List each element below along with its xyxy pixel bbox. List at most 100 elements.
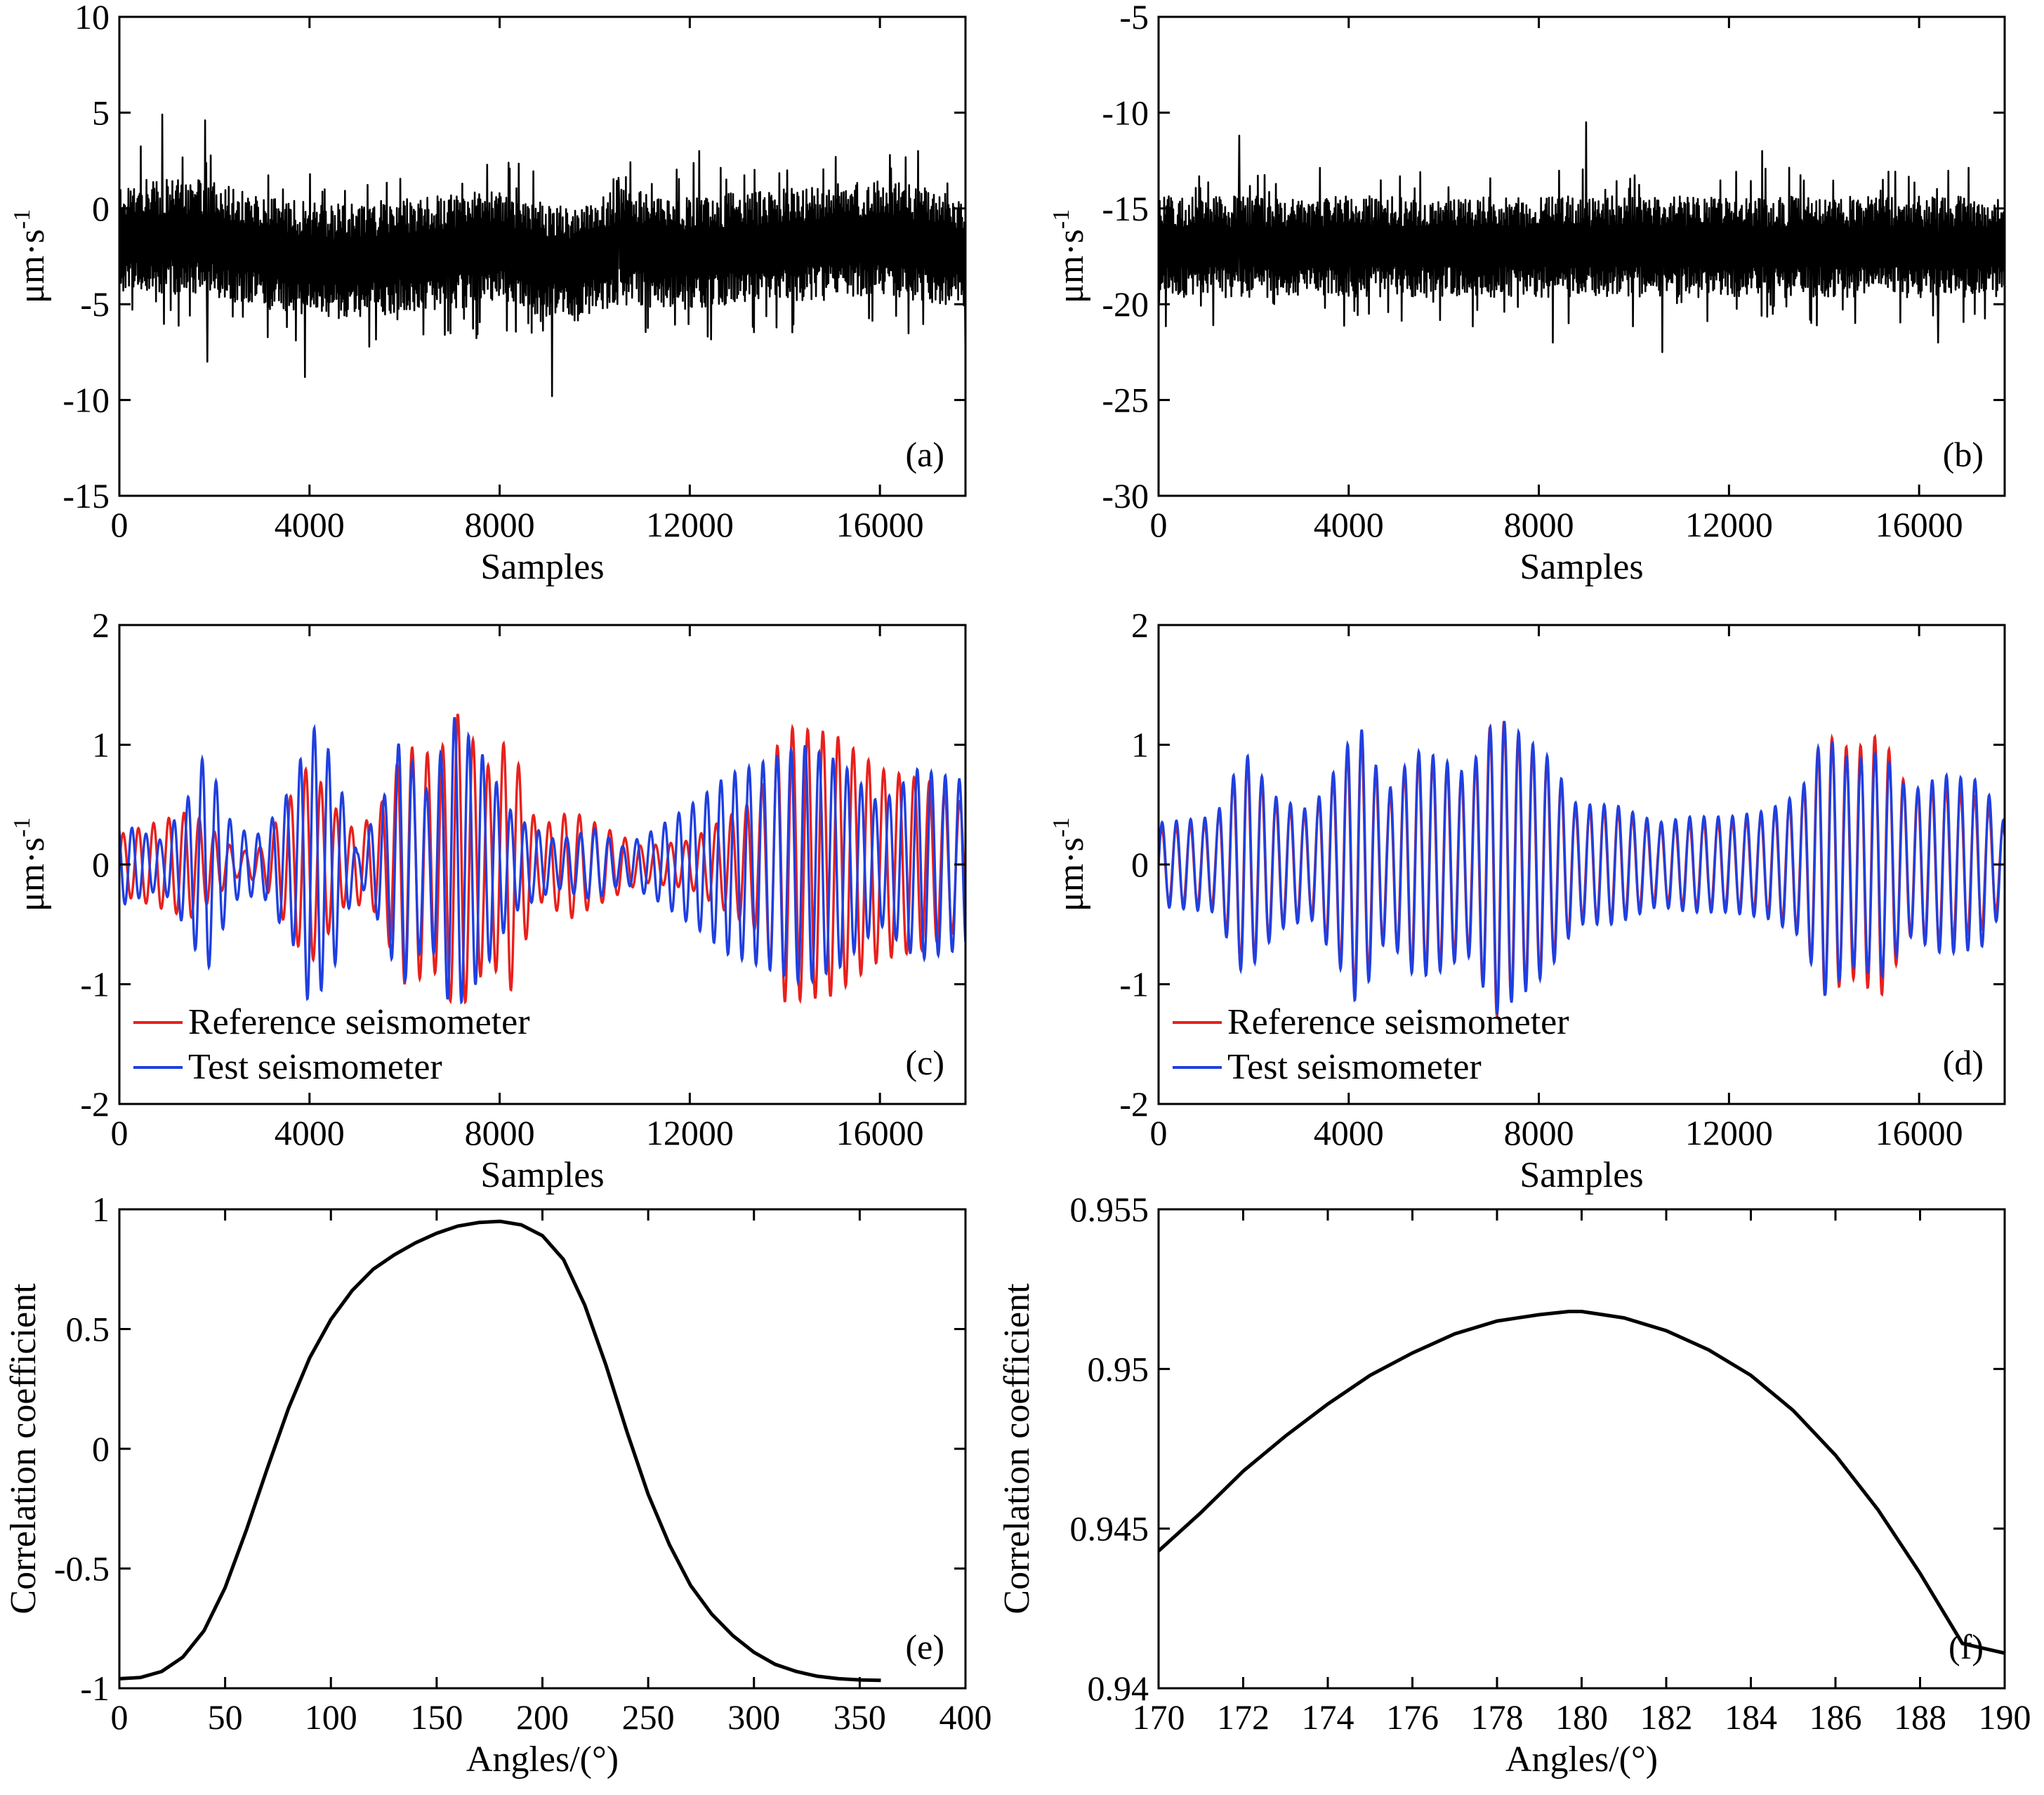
- y-tick-label: 0: [92, 845, 110, 884]
- x-tick-label: 0: [111, 1697, 128, 1737]
- y-axis-label-text: μm·s: [12, 229, 52, 303]
- y-tick-label: 0: [1131, 845, 1149, 884]
- y-tick-label: -2: [80, 1084, 110, 1124]
- chart-d: 0 4000 8000 12000 16000-2-1012Samplesμm·s-1(…: [1048, 605, 2006, 1195]
- y-axis-label-superscript: -1: [9, 209, 35, 229]
- legend-label-1: Test seismometer: [188, 1047, 442, 1087]
- y-axis-label: Correlation coefficient: [997, 1283, 1037, 1615]
- x-tick-label: 0: [1150, 1113, 1168, 1152]
- x-tick-label: 50: [208, 1697, 243, 1737]
- y-tick-label: 2: [92, 605, 110, 645]
- plot-frame-a: [118, 15, 967, 497]
- series-curve-e: [119, 1219, 881, 1683]
- x-axis-label: Samples: [480, 547, 604, 587]
- x-tick-label: 150: [410, 1697, 463, 1737]
- y-tick-label: -30: [1102, 476, 1149, 515]
- y-tick-label: -0.5: [54, 1549, 110, 1589]
- y-tick-label: 0: [92, 1429, 110, 1468]
- x-tick-label: 8000: [465, 1113, 535, 1152]
- x-tick-label: 16000: [1875, 505, 1963, 544]
- y-tick-label: -20: [1102, 284, 1149, 324]
- x-tick-label: 4000: [1314, 1113, 1384, 1152]
- chart-b: 0 4000 8000 12000 16000 -30 -25 -20 -15 -10 -5 Samp…: [1048, 0, 2006, 587]
- y-tick-label: -10: [1102, 93, 1149, 132]
- x-tick-label: 16000: [836, 505, 924, 544]
- x-tick-label: 8000: [465, 505, 535, 544]
- x-tick-label: 0: [1150, 505, 1168, 544]
- x-tick-label: 186: [1809, 1697, 1862, 1737]
- y-tick-label: -1: [80, 1669, 110, 1708]
- x-tick-label: 4000: [275, 505, 345, 544]
- y-tick-label: -2: [1119, 1084, 1149, 1124]
- panel-label: (c): [906, 1043, 945, 1082]
- y-tick-label: 0.95: [1088, 1349, 1149, 1388]
- x-tick-label: 350: [833, 1697, 886, 1737]
- x-tick-label: 100: [305, 1697, 357, 1737]
- y-tick-label: -15: [1102, 189, 1149, 228]
- y-tick-label: 0.5: [66, 1310, 110, 1349]
- y-tick-label: 1: [92, 1190, 110, 1229]
- series-line-c-1: [119, 717, 965, 1005]
- plot-area-b: [1159, 121, 2005, 353]
- y-axis-label-text: μm·s: [1051, 229, 1091, 303]
- plot-frame-b: [1157, 15, 2006, 497]
- x-tick-label: 12000: [646, 505, 734, 544]
- x-tick-label: 182: [1640, 1697, 1693, 1737]
- series-trace-b: [1159, 121, 2005, 353]
- x-tick-label: 8000: [1504, 505, 1574, 544]
- x-tick-label: 300: [727, 1697, 780, 1737]
- x-axis-label: Samples: [1519, 1155, 1643, 1195]
- plot-frame-e: [118, 1208, 967, 1690]
- x-tick-label: 180: [1555, 1697, 1608, 1737]
- plot-area-e: [119, 1219, 881, 1683]
- x-tick-label: 250: [622, 1697, 675, 1737]
- y-tick-label: 0: [92, 189, 110, 228]
- x-tick-label: 8000: [1504, 1113, 1574, 1152]
- legend-label-0: Reference seismometer: [1227, 1002, 1569, 1042]
- panel-label: (a): [906, 435, 945, 474]
- x-tick-label: 172: [1217, 1697, 1270, 1737]
- x-tick-label: 176: [1386, 1697, 1439, 1737]
- panel-label: (d): [1943, 1043, 1984, 1082]
- x-tick-label: 174: [1302, 1697, 1354, 1737]
- y-tick-label: 0.94: [1088, 1669, 1149, 1708]
- x-tick-label: 16000: [1875, 1113, 1963, 1152]
- y-tick-label: 10: [74, 0, 110, 37]
- y-tick-label: 1: [1131, 725, 1149, 765]
- y-tick-label: 1: [92, 725, 110, 765]
- y-tick-label: 2: [1131, 605, 1149, 645]
- chart-a: 0 4000 8000 12000 16000 -15 -10 -5 0 5 10 Samples μm…: [9, 0, 967, 587]
- y-axis-label-text: Correlation coefficient: [4, 1283, 44, 1615]
- y-axis-label-superscript: -1: [1048, 209, 1074, 229]
- y-axis-label-superscript: -1: [9, 817, 35, 837]
- x-axis-label: Samples: [480, 1155, 604, 1195]
- y-axis-label: Correlation coefficient: [4, 1283, 44, 1615]
- x-axis-label: Samples: [1519, 547, 1643, 587]
- x-tick-label: 178: [1471, 1697, 1524, 1737]
- x-tick-label: 0: [111, 505, 128, 544]
- plot-frame-f: [1157, 1208, 2006, 1690]
- plot-area-f: [1159, 1310, 2005, 1655]
- y-tick-label: -1: [1119, 965, 1149, 1004]
- y-axis-label-text: μm·s: [1051, 837, 1091, 912]
- series-line-d-1: [1159, 721, 2005, 1016]
- y-axis-label: μm·s-1: [9, 209, 52, 303]
- chart-e: 0 50 100 150 200 250 300 350 400 -1 -0.5 0 0.5 1 Angle…: [4, 1190, 992, 1780]
- x-tick-label: 4000: [1314, 505, 1384, 544]
- y-tick-label: -1: [80, 965, 110, 1004]
- x-tick-label: 184: [1725, 1697, 1777, 1737]
- x-tick-label: 16000: [836, 1113, 924, 1152]
- legend-label-1: Test seismometer: [1227, 1047, 1482, 1087]
- x-axis-label: Angles/(°): [466, 1740, 619, 1780]
- y-tick-label: -5: [80, 284, 110, 324]
- x-tick-label: 200: [516, 1697, 569, 1737]
- x-tick-label: 12000: [1685, 1113, 1773, 1152]
- chart-f: 170 172 174 176 178 180 182 184 186 188 190 0.94 0.9…: [997, 1190, 2031, 1780]
- y-tick-label: -15: [62, 476, 110, 515]
- y-axis-label: μm·s-1: [1048, 209, 1091, 303]
- y-axis-label-text: μm·s: [12, 837, 52, 912]
- panel-label: (e): [906, 1627, 945, 1666]
- series-trace-a: [119, 113, 965, 397]
- y-tick-label: 0.945: [1070, 1509, 1149, 1549]
